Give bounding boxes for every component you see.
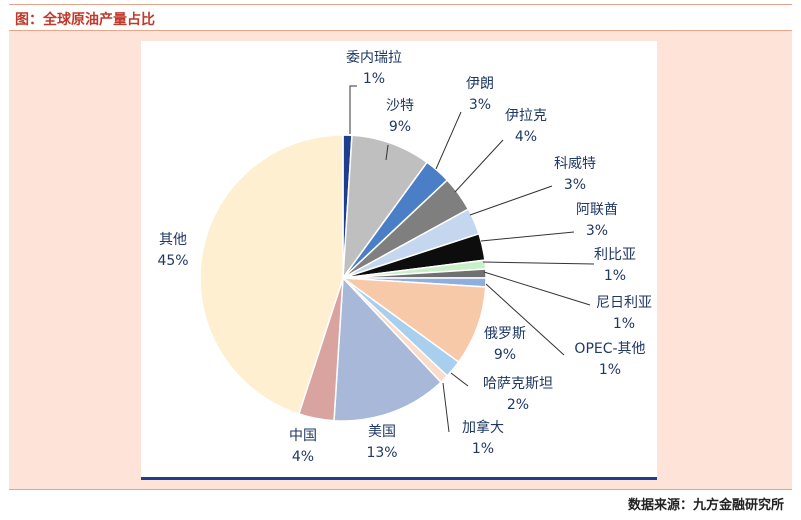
footer-bar: 数据来源：九方金融研究所: [9, 489, 792, 515]
slice-value-label: 4%: [292, 449, 314, 465]
slice-value-label: 2%: [507, 397, 529, 413]
leader-line: [442, 382, 450, 433]
leader-line: [385, 144, 389, 161]
pie-slice: [340, 277, 487, 364]
slice-value-label: 1%: [604, 268, 626, 284]
slice-label: OPEC-其他: [574, 341, 645, 357]
slice-label: 俄罗斯: [484, 326, 526, 342]
slice-value-label: 1%: [613, 316, 635, 332]
source-note: 数据来源：九方金融研究所: [627, 498, 784, 513]
slice-label: 哈萨克斯坦: [483, 376, 553, 392]
leader-line: [450, 372, 469, 387]
pie-slice: [342, 134, 429, 281]
leader-line: [485, 283, 565, 356]
slice-label: 中国: [289, 428, 317, 444]
slice-label: 科威特: [554, 156, 596, 172]
slice-value-label: 3%: [564, 177, 586, 193]
slice-label: 其他: [159, 232, 187, 248]
slice-label: 阿联酋: [576, 201, 618, 218]
slice-value-label: 9%: [494, 347, 516, 363]
leader-line: [469, 185, 553, 216]
slice-value-label: 3%: [586, 223, 608, 239]
leader-line: [480, 231, 575, 242]
slice-label: 伊朗: [466, 76, 494, 92]
pie-slice: [199, 134, 344, 415]
leader-line: [349, 85, 357, 134]
slice-value-label: 13%: [366, 445, 397, 461]
slice-value-label: 9%: [389, 119, 411, 135]
slice-label: 加拿大: [462, 419, 504, 436]
leader-line: [482, 261, 595, 265]
slice-label: 委内瑞拉: [346, 50, 402, 66]
leader-line: [454, 139, 504, 193]
leader-line: [435, 111, 462, 170]
slice-label: 伊拉克: [505, 108, 547, 124]
title-bar: 图：全球原油产量占比: [9, 5, 792, 31]
slice-label: 美国: [368, 424, 396, 440]
slice-label: 利比亚: [594, 247, 636, 263]
slice-value-label: 3%: [469, 97, 491, 113]
slice-value-label: 1%: [363, 71, 385, 87]
slice-value-label: 45%: [157, 253, 188, 269]
slice-value-label: 4%: [515, 129, 537, 145]
pie-slice: [333, 276, 442, 422]
leader-line: [483, 271, 591, 306]
slice-label: 沙特: [386, 98, 414, 114]
slice-value-label: 1%: [472, 441, 494, 457]
slice-label: 尼日利亚: [596, 295, 652, 311]
slice-value-label: 1%: [599, 362, 621, 378]
figure-title: 图：全球原油产量占比: [15, 12, 155, 28]
